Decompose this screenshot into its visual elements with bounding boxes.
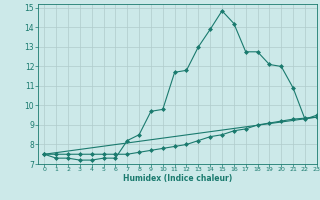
- X-axis label: Humidex (Indice chaleur): Humidex (Indice chaleur): [123, 174, 232, 183]
